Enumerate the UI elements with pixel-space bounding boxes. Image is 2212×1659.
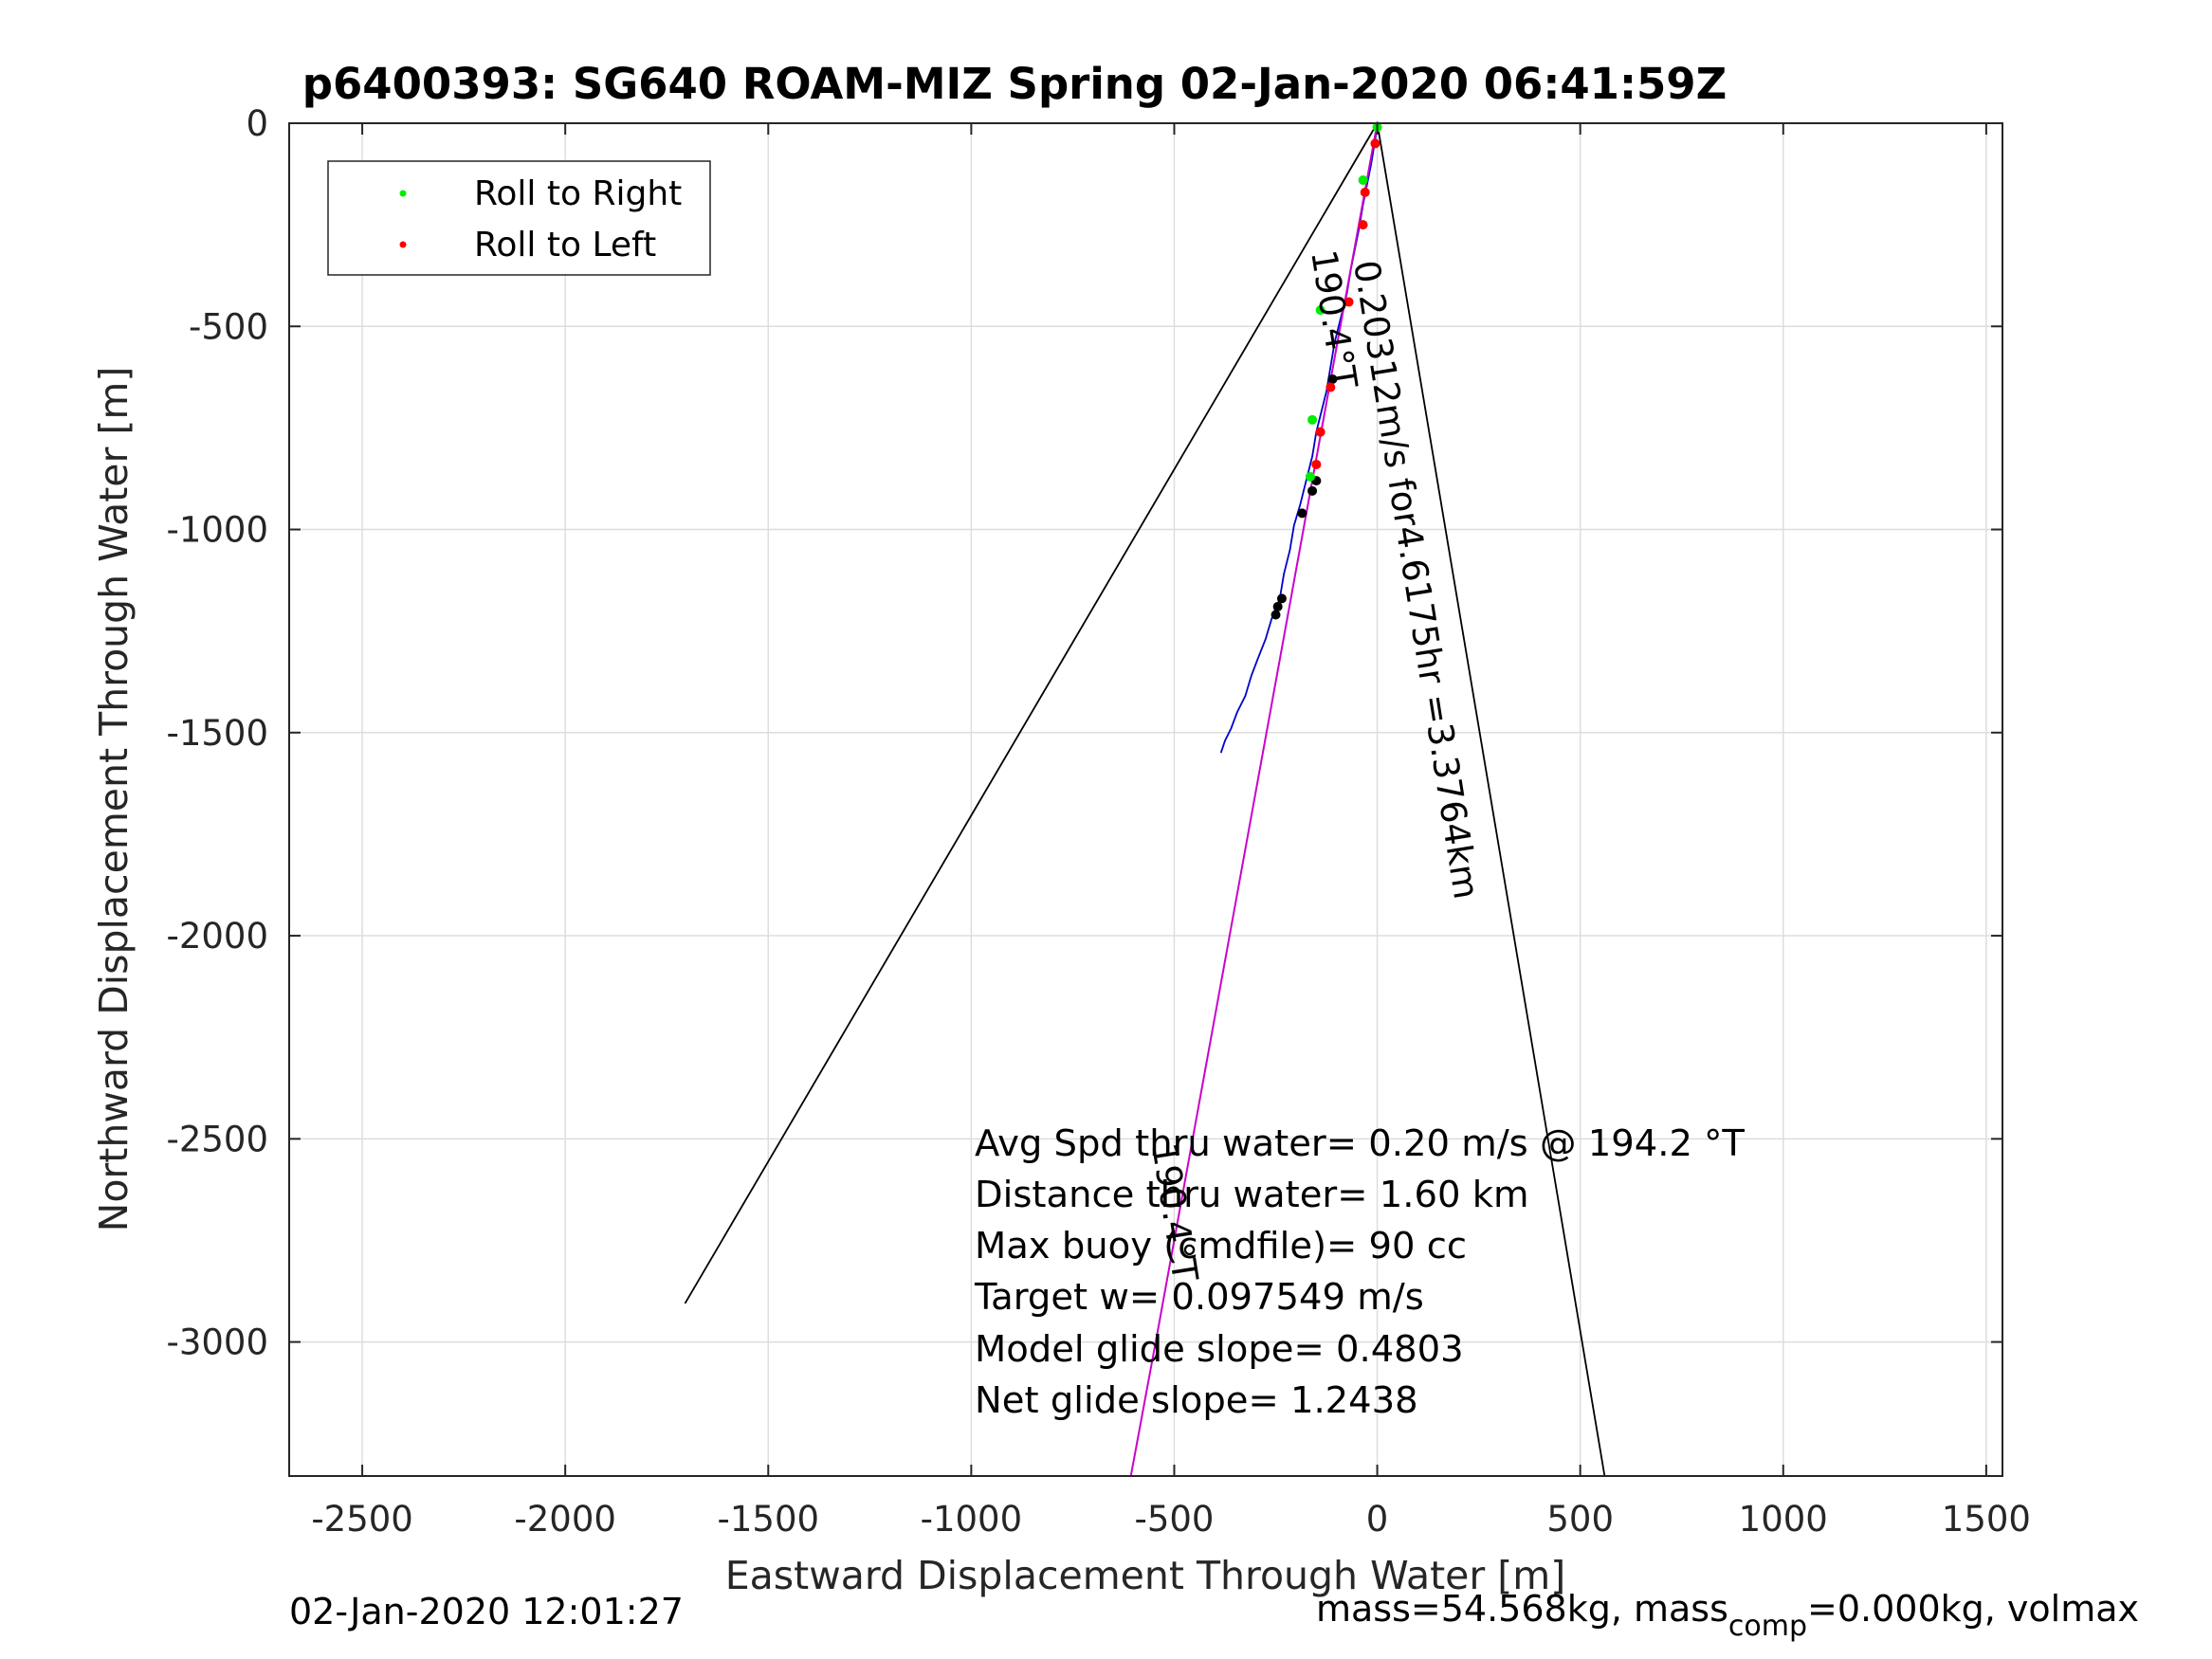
chart-title: p6400393: SG640 ROAM-MIZ Spring 02-Jan-2… xyxy=(302,59,1727,109)
legend-box xyxy=(327,160,711,276)
footer-mass-prefix: mass=54.568kg, mass xyxy=(1316,1588,1728,1630)
stat-net-glide: Net glide slope= 1.2438 xyxy=(975,1379,1418,1422)
series-line-1 xyxy=(1129,122,1379,1477)
roll-left-point xyxy=(1325,382,1336,392)
y-tick-label: 0 xyxy=(246,103,268,144)
marker-point xyxy=(1272,601,1283,611)
y-tick-label: -1500 xyxy=(166,713,268,754)
legend-label-roll-left: Roll to Left xyxy=(474,226,656,264)
roll-left-point xyxy=(1315,427,1325,437)
marker-point xyxy=(1327,374,1338,384)
x-tick-label: -1000 xyxy=(921,1499,1023,1540)
stat-target-w: Target w= 0.097549 m/s xyxy=(974,1276,1424,1319)
tick-labels: -2500 -2000 -1500 -1000 -500 0 500 1000 1500 0 -50… xyxy=(166,103,2030,1540)
x-tick-label: -2500 xyxy=(311,1499,413,1540)
roll-left-point xyxy=(1358,220,1368,230)
footer-timestamp: 02-Jan-2020 12:01:27 xyxy=(289,1591,684,1632)
legend-label-roll-right: Roll to Right xyxy=(474,174,682,213)
x-axis-label: Eastward Displacement Through Water [m] xyxy=(725,1553,1565,1598)
roll-left-point xyxy=(1311,459,1322,469)
y-tick-label: -500 xyxy=(189,306,268,347)
roll-right-point xyxy=(1315,305,1325,316)
marker-point xyxy=(1307,485,1318,496)
stats-block: Avg Spd thru water= 0.20 m/s @ 194.2 °T … xyxy=(974,1122,1745,1422)
legend-marker-roll-right xyxy=(399,190,407,197)
footer-mass: mass=54.568kg, masscomp=0.000kg, volmax xyxy=(1316,1588,2139,1643)
y-axis-label: Northward Displacement Through Water [m] xyxy=(91,367,137,1232)
x-tick-label: 500 xyxy=(1546,1499,1614,1540)
roll-left-point xyxy=(1360,187,1370,197)
marker-point xyxy=(1297,508,1307,519)
stat-avg-speed: Avg Spd thru water= 0.20 m/s @ 194.2 °T xyxy=(975,1122,1745,1165)
x-tick-label: 0 xyxy=(1366,1499,1389,1540)
y-tick-label: -1000 xyxy=(166,510,268,551)
axes-box xyxy=(288,122,2003,1477)
marker-point xyxy=(1271,610,1281,620)
footer-mass-suffix: =0.000kg, volmax xyxy=(1807,1588,2139,1630)
roll-left-point xyxy=(1344,297,1354,307)
stat-max-buoy: Max buoy (cmdfile)= 90 cc xyxy=(975,1225,1467,1267)
ticks xyxy=(289,122,2002,1476)
marker-point xyxy=(1276,593,1287,604)
x-tick-label: 1000 xyxy=(1739,1499,1828,1540)
legend-marker-roll-left xyxy=(399,241,407,248)
roll-right-point xyxy=(1358,174,1368,185)
stat-distance: Distance thru water= 1.60 km xyxy=(975,1174,1529,1216)
y-tick-label: -2000 xyxy=(166,916,268,957)
y-tick-label: -2500 xyxy=(166,1119,268,1159)
roll-right-point xyxy=(1307,414,1318,425)
legend: Roll to Right Roll to Left xyxy=(327,160,711,276)
roll-left-point xyxy=(1370,138,1380,149)
roll-right-point xyxy=(1305,471,1315,482)
stat-model-glide: Model glide slope= 0.4803 xyxy=(975,1328,1464,1371)
y-tick-label: -3000 xyxy=(166,1322,268,1363)
x-tick-label: -500 xyxy=(1134,1499,1214,1540)
x-tick-label: -2000 xyxy=(514,1499,616,1540)
footer-mass-sub: comp xyxy=(1728,1610,1807,1643)
x-tick-label: -1500 xyxy=(718,1499,820,1540)
x-tick-label: 1500 xyxy=(1942,1499,2031,1540)
